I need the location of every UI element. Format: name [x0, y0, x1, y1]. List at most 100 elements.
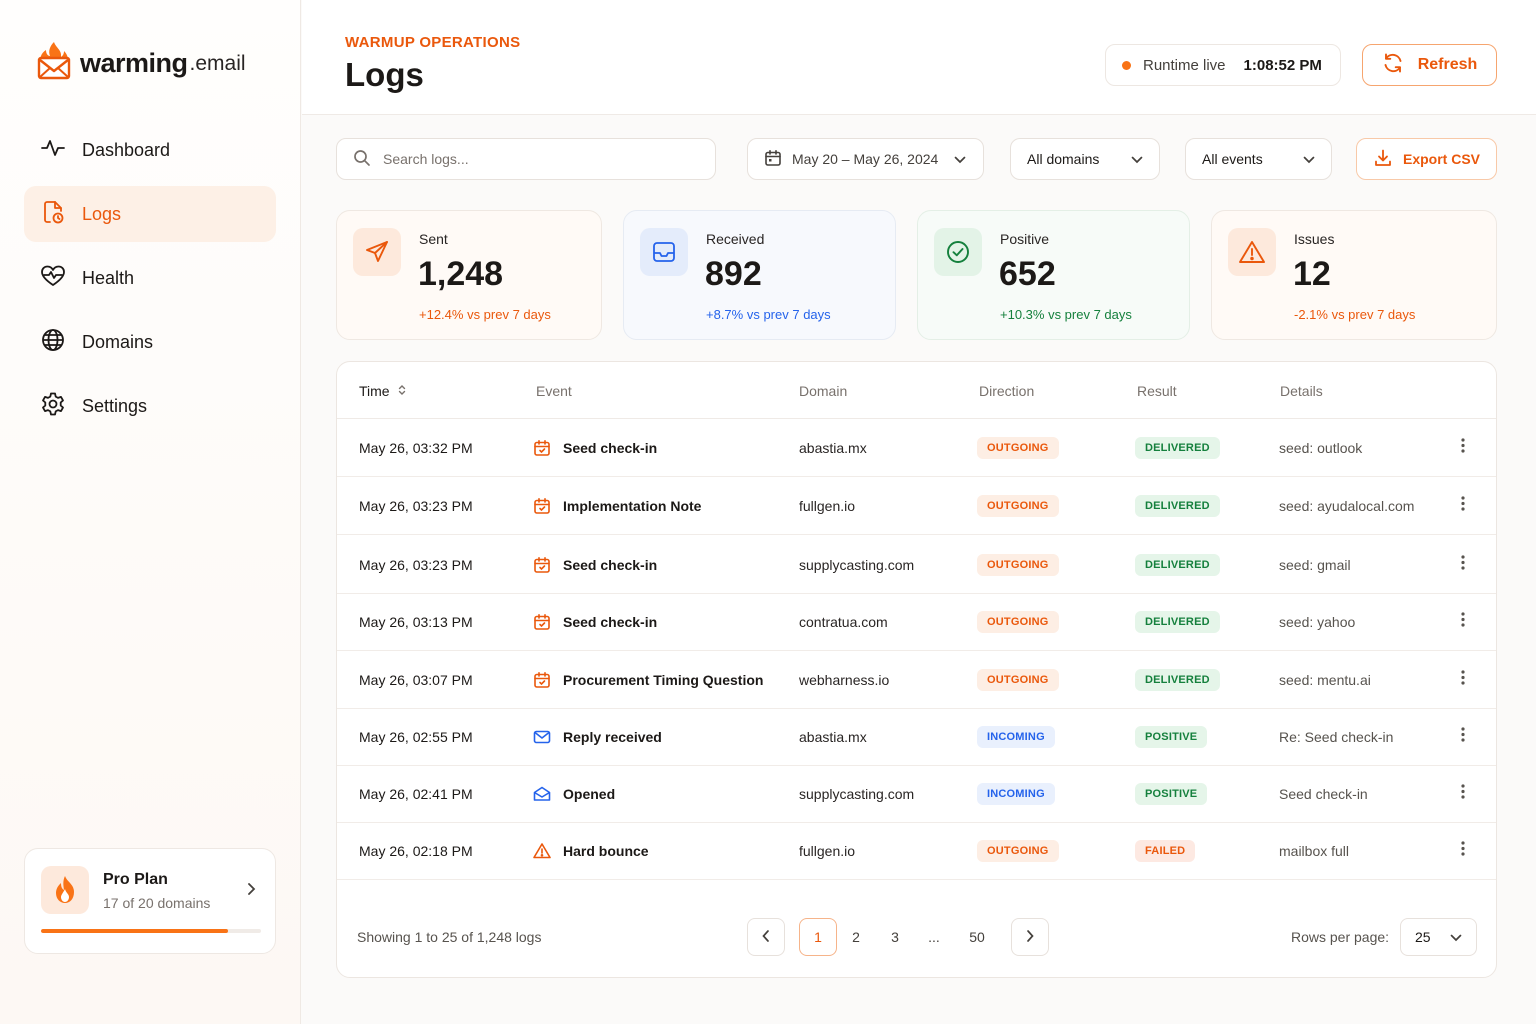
sidebar-item-label: Health — [82, 267, 135, 288]
mail-icon — [533, 728, 551, 746]
row-details: seed: ayudalocal.com — [1279, 497, 1415, 514]
row-event-label: Opened — [563, 785, 616, 802]
row-event-label: Reply received — [563, 728, 662, 745]
more-options-icon[interactable] — [1461, 726, 1465, 747]
more-options-icon[interactable] — [1461, 495, 1465, 516]
page-button-2[interactable]: 2 — [852, 929, 860, 945]
search-input[interactable] — [383, 151, 683, 167]
plan-title: Pro Plan — [103, 871, 168, 888]
table-row[interactable]: May 26, 03:32 PM Seed check-in abastia.mx O… — [337, 419, 1496, 477]
row-direction: INCOMING — [977, 782, 1055, 805]
chevron-right-icon — [245, 881, 257, 902]
brand-suffix: .email — [189, 51, 246, 75]
sidebar-item-label: Settings — [82, 395, 148, 416]
more-options-icon[interactable] — [1461, 437, 1465, 458]
rows-per-page-value: 25 — [1415, 929, 1431, 945]
previous-page-button[interactable] — [747, 918, 785, 956]
heart-pulse-icon — [40, 263, 66, 294]
date-range-picker[interactable]: May 20 – May 26, 2024 — [747, 138, 984, 180]
row-time: May 26, 03:23 PM — [359, 556, 473, 573]
sidebar-item-label: Logs — [82, 203, 122, 224]
result-badge: DELIVERED — [1135, 610, 1220, 633]
row-event: Opened — [533, 785, 615, 803]
table-row[interactable]: May 26, 03:23 PM Seed check-in supplycasti… — [337, 536, 1496, 594]
table-row[interactable]: May 26, 02:18 PM Hard bounce fullgen.io OUT… — [337, 822, 1496, 880]
search-box — [336, 138, 716, 180]
calendar-icon — [533, 671, 551, 689]
chevron-down-icon — [1131, 151, 1143, 167]
row-result: POSITIVE — [1135, 782, 1208, 805]
sidebar-item-label: Dashboard — [82, 139, 171, 160]
flame-mail-icon — [36, 40, 72, 87]
row-direction: OUTGOING — [977, 553, 1059, 576]
domain-filter-value: All domains — [1027, 151, 1100, 167]
brand-logo[interactable]: warming .email — [36, 40, 246, 87]
page-button-3[interactable]: 3 — [891, 929, 899, 945]
row-details: seed: yahoo — [1279, 613, 1356, 630]
chevron-down-icon — [1303, 151, 1315, 167]
page-ellipsis: ... — [928, 929, 940, 945]
gear-icon — [40, 391, 66, 422]
row-details: Seed check-in — [1279, 785, 1368, 802]
rows-per-page-label: Rows per page: — [1291, 929, 1390, 945]
kpi-value: 12 — [1293, 255, 1331, 293]
pagination-summary: Showing 1 to 25 of 1,248 logs — [357, 929, 542, 945]
table-row[interactable]: May 26, 03:07 PM Procurement Timing Quest… — [337, 651, 1496, 709]
sidebar-item-logs[interactable]: Logs — [24, 186, 276, 242]
column-header-domain: Domain — [799, 383, 848, 399]
kpi-card-issues: Issues 12 -2.1% vs prev 7 days — [1211, 210, 1497, 340]
more-options-icon[interactable] — [1461, 554, 1465, 575]
sidebar-item-dashboard[interactable]: Dashboard — [24, 122, 276, 178]
file-clock-icon — [40, 199, 66, 230]
chevron-right-icon — [1025, 929, 1035, 946]
table-row[interactable]: May 26, 03:13 PM Seed check-in contratua.c… — [337, 593, 1496, 651]
row-event-label: Seed check-in — [563, 613, 658, 630]
download-icon — [1373, 148, 1393, 171]
row-result: DELIVERED — [1135, 610, 1220, 633]
next-page-button[interactable] — [1011, 918, 1049, 956]
more-options-icon[interactable] — [1461, 783, 1465, 804]
row-direction: OUTGOING — [977, 839, 1059, 862]
page-eyebrow: WARMUP OPERATIONS — [345, 34, 521, 51]
kpi-delta: -2.1% vs prev 7 days — [1294, 307, 1416, 322]
brand-name: warming — [80, 48, 188, 78]
row-domain: contratua.com — [799, 613, 888, 630]
event-filter-select[interactable]: All events — [1185, 138, 1332, 180]
export-csv-button[interactable]: Export CSV — [1356, 138, 1497, 180]
refresh-button[interactable]: Refresh — [1362, 44, 1497, 86]
row-result: DELIVERED — [1135, 668, 1220, 691]
page-button-1[interactable]: 1 — [799, 918, 837, 956]
column-header-time[interactable]: Time — [359, 383, 406, 399]
table-row[interactable]: May 26, 03:23 PM Implementation Note fullg… — [337, 477, 1496, 535]
plan-usage-bar — [41, 929, 261, 933]
runtime-status: Runtime live 1:08:52 PM — [1105, 44, 1341, 86]
row-direction: OUTGOING — [977, 668, 1059, 691]
domain-filter-select[interactable]: All domains — [1010, 138, 1160, 180]
table-row[interactable]: May 26, 02:41 PM Opened supplycasting.com I… — [337, 765, 1496, 823]
result-badge: DELIVERED — [1135, 494, 1220, 517]
flame-icon — [41, 866, 89, 914]
row-domain: supplycasting.com — [799, 556, 915, 573]
sidebar-item-settings[interactable]: Settings — [24, 378, 276, 434]
kpi-delta: +12.4% vs prev 7 days — [419, 307, 551, 322]
table-row[interactable]: May 26, 02:55 PM Reply received abastia.mx… — [337, 708, 1496, 766]
calendar-icon — [533, 497, 551, 515]
sidebar-item-health[interactable]: Health — [24, 250, 276, 306]
check-circle-icon — [934, 228, 982, 276]
sidebar: warming .email Dashboard Logs Health D — [0, 0, 301, 1024]
plan-card[interactable]: Pro Plan 17 of 20 domains — [24, 848, 276, 954]
calendar-icon — [533, 439, 551, 457]
row-time: May 26, 03:13 PM — [359, 613, 473, 630]
row-event-label: Seed check-in — [563, 439, 658, 456]
row-event: Implementation Note — [533, 497, 701, 515]
search-icon — [353, 149, 371, 170]
chevron-down-icon — [1450, 929, 1462, 945]
more-options-icon[interactable] — [1461, 611, 1465, 632]
more-options-icon[interactable] — [1461, 840, 1465, 861]
sidebar-item-domains[interactable]: Domains — [24, 314, 276, 370]
globe-icon — [40, 327, 66, 358]
page-button-50[interactable]: 50 — [969, 929, 985, 945]
rows-per-page-select[interactable]: 25 — [1400, 918, 1477, 956]
row-domain: webharness.io — [799, 671, 890, 688]
more-options-icon[interactable] — [1461, 669, 1465, 690]
